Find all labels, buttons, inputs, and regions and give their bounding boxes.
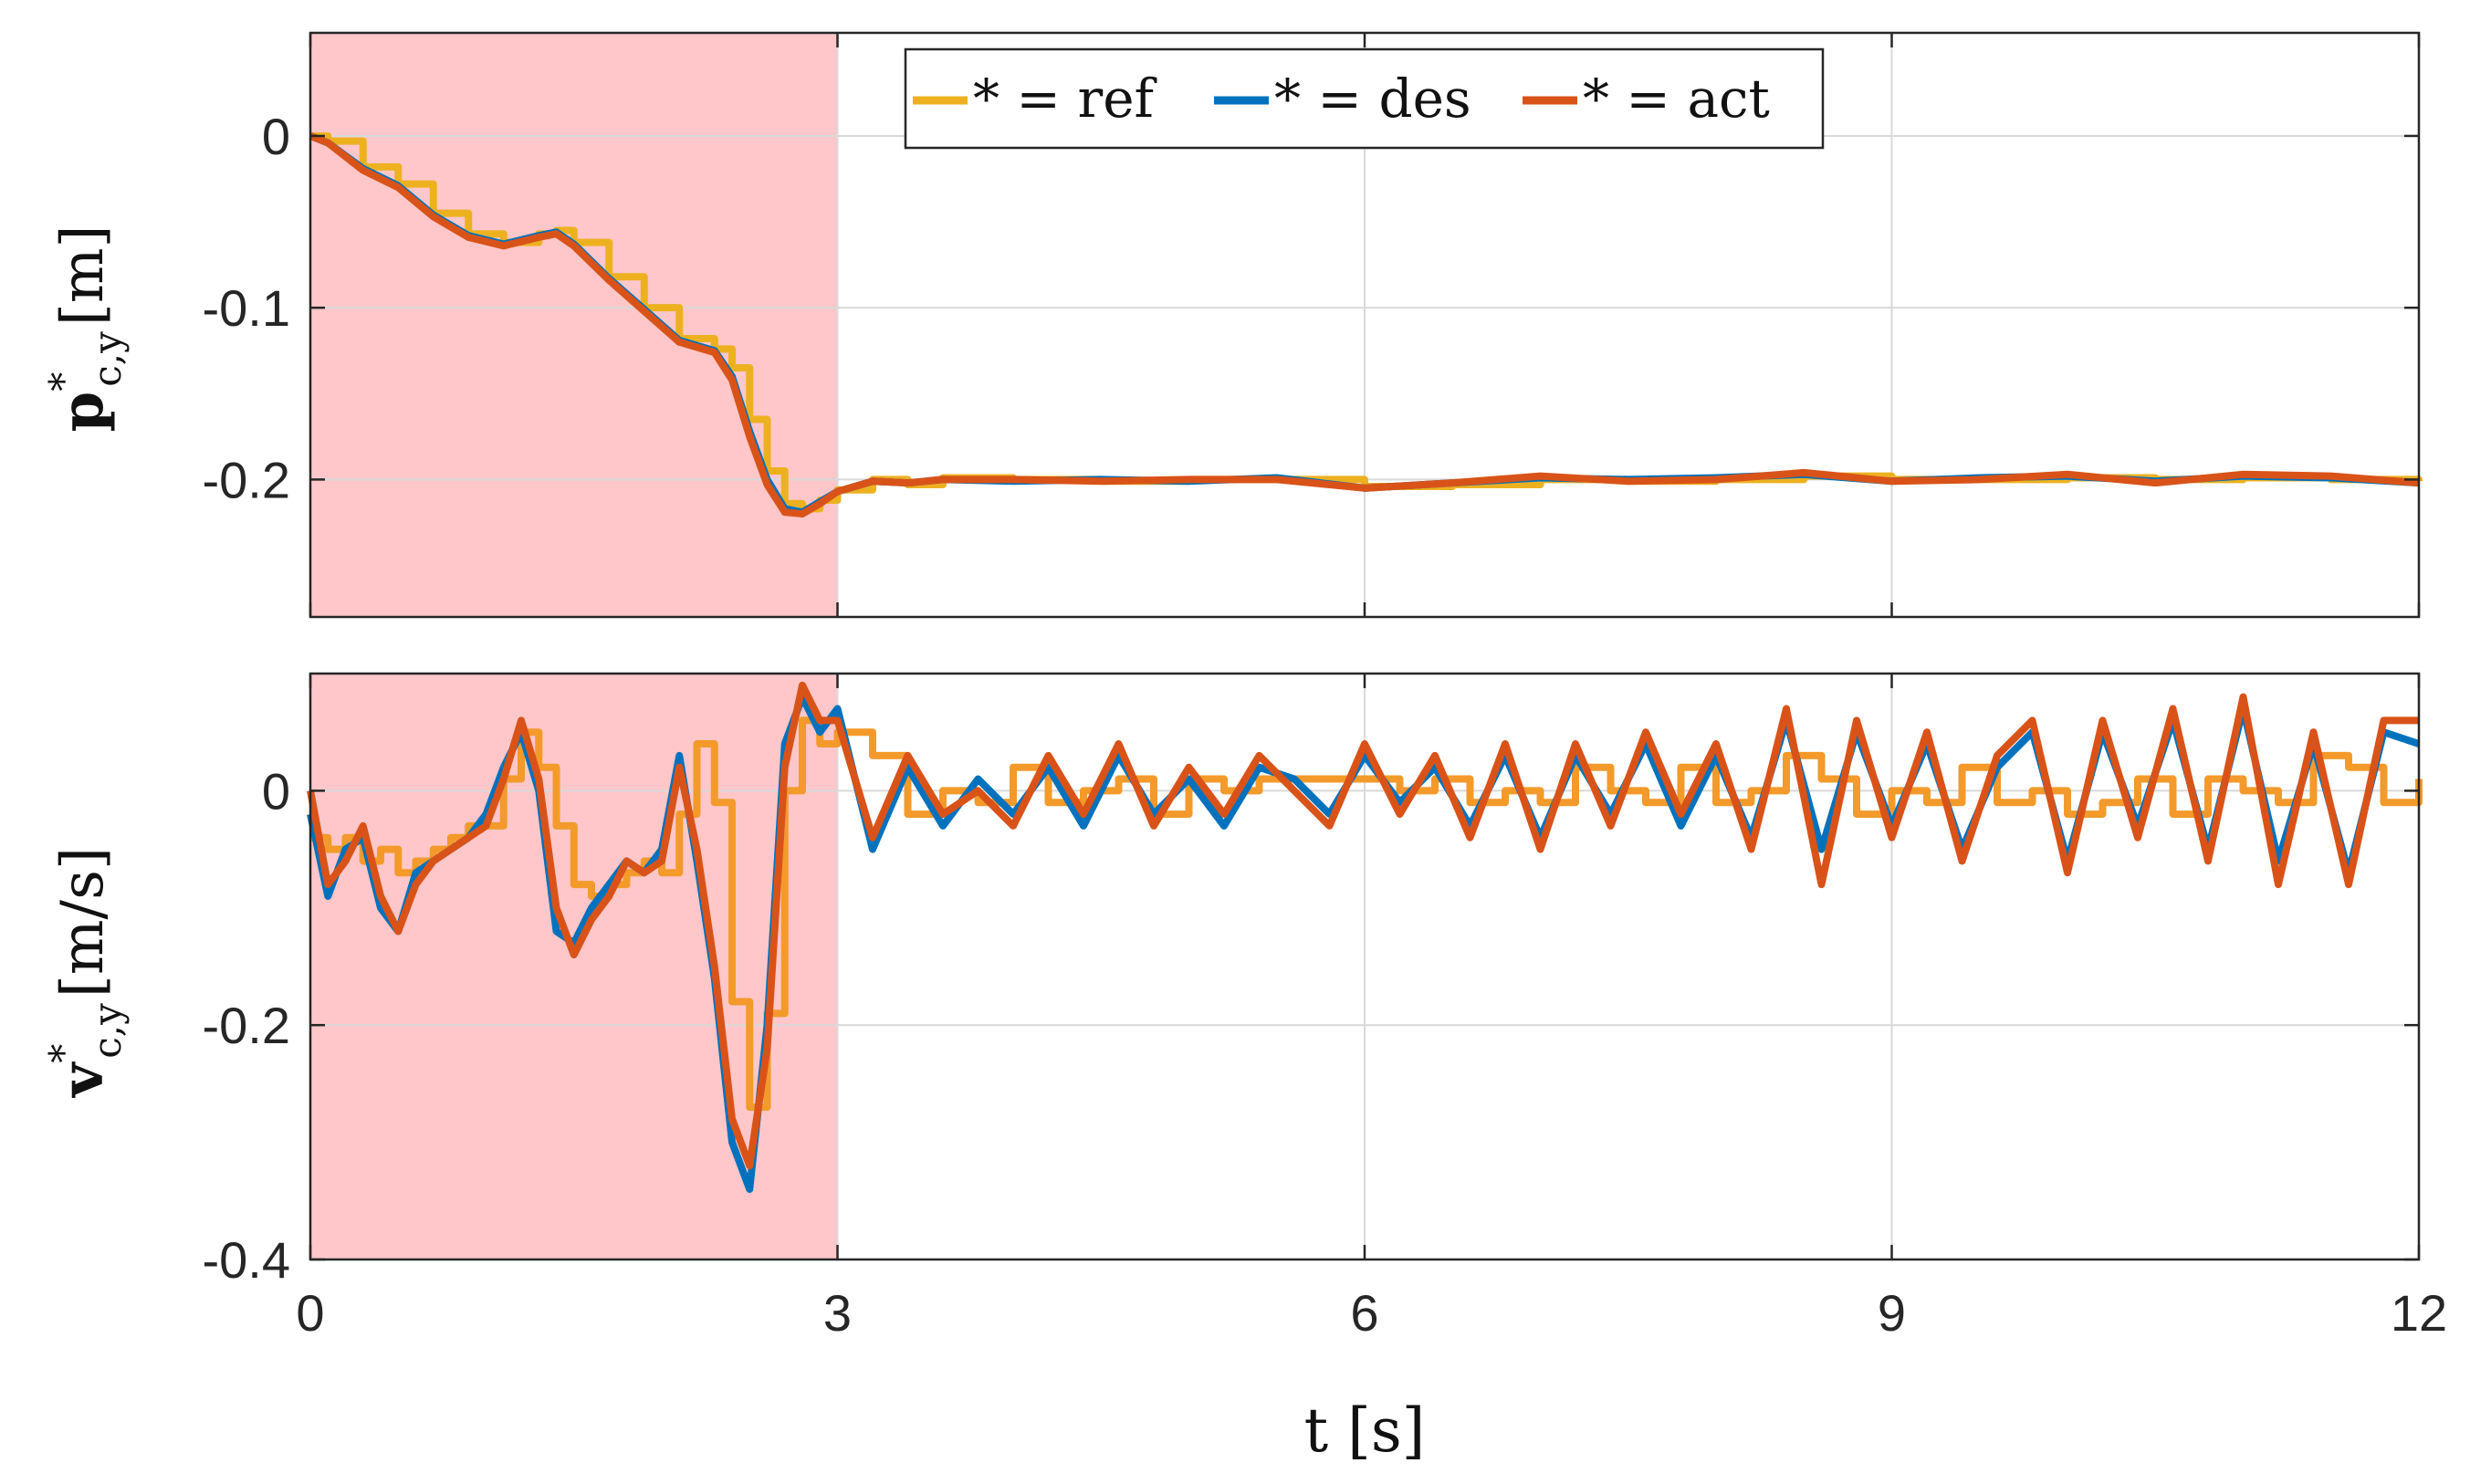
legend-label-ref: * = ref: [973, 68, 1157, 130]
legend-box: [904, 47, 1825, 150]
top-y-tick-label: -0.2: [203, 451, 291, 508]
top-y-tick-label: -0.1: [203, 279, 291, 337]
x-tick-label: 6: [1350, 1284, 1378, 1342]
x-tick-label: 3: [823, 1284, 852, 1342]
top-series-group: [309, 131, 2423, 518]
bot-series-act: [307, 681, 2419, 1170]
x-tick-label: 0: [296, 1284, 324, 1342]
bottom-plot: 0 3 6 9 12 -0.4 -0.2 0 v*c,y [m/s] t [s]: [41, 672, 2447, 1466]
bottom-y-label-sub: c,y: [85, 1003, 130, 1059]
top-y-label-main: p: [48, 392, 117, 433]
bot-y-tick-label: -0.2: [203, 997, 291, 1054]
top-y-label: p*c,y[m]: [41, 225, 130, 433]
top-plot: -0.2 -0.1 0 p*c,y[m]: [41, 31, 2423, 619]
top-series-act: [309, 132, 2420, 518]
legend: * = ref * = des * = act: [904, 47, 1825, 150]
bot-y-tick-label: -0.4: [203, 1231, 291, 1289]
bottom-series-group: [307, 681, 2423, 1193]
legend-label-act: * = act: [1583, 68, 1770, 130]
x-tick-label: 12: [2391, 1284, 2447, 1342]
bottom-y-label-unit: [m/s]: [49, 847, 117, 998]
x-axis-label: t [s]: [1304, 1395, 1426, 1466]
bottom-y-label: v*c,y [m/s]: [41, 847, 130, 1099]
top-y-label-sup: *: [41, 372, 86, 392]
bot-series-ref: [310, 716, 2423, 1112]
bottom-y-label-main: v: [48, 1061, 117, 1099]
top-y-label-sub: c,y: [85, 331, 130, 387]
top-shaded-region: [310, 33, 838, 617]
top-y-label-unit: [m]: [49, 225, 117, 327]
top-y-tick-label: 0: [262, 108, 290, 165]
bot-y-tick-label: 0: [262, 762, 290, 820]
bottom-shaded-region: [310, 674, 838, 1259]
bottom-y-label-sup: *: [41, 1044, 86, 1063]
legend-label-des: * = des: [1274, 68, 1471, 130]
bottom-ticks: 0 3 6 9 12 -0.4 -0.2 0: [203, 674, 2447, 1342]
x-tick-label: 9: [1878, 1284, 1906, 1342]
top-ticks: -0.2 -0.1 0: [203, 33, 2421, 617]
